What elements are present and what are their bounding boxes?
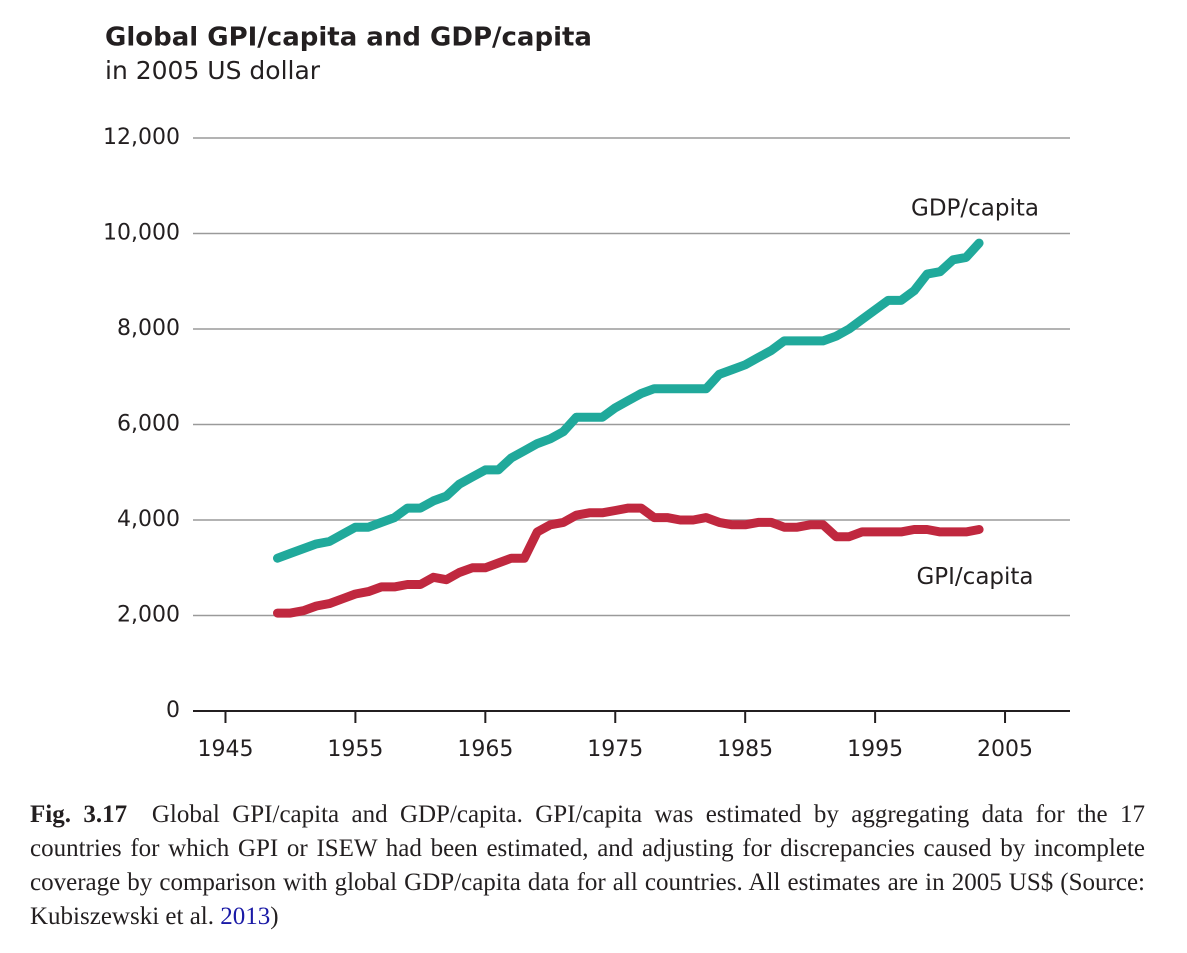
- caption: Fig. 3.17 Global GPI/capita and GDP/capi…: [30, 798, 1145, 934]
- x-tick-label: 1975: [587, 737, 643, 762]
- y-tick-label: 12,000: [103, 125, 180, 150]
- x-tick-label: 1955: [327, 737, 383, 762]
- data-line: [273, 238, 984, 563]
- y-tick-label: 4,000: [117, 507, 180, 532]
- y-tick-label: 2,000: [117, 603, 180, 628]
- y-tick-label: 6,000: [117, 412, 180, 437]
- y-tick-label: 8,000: [117, 316, 180, 341]
- x-tick-label: 1945: [197, 737, 253, 762]
- x-tick-label: 2005: [977, 737, 1033, 762]
- citation-link[interactable]: 2013: [220, 903, 271, 930]
- x-tick-label: 1965: [457, 737, 513, 762]
- caption-label: Fig. 3.17: [30, 801, 128, 828]
- chart: Global GPI/capita and GDP/capita in 2005…: [103, 23, 1070, 762]
- series-label: GPI/capita: [916, 564, 1033, 590]
- caption-text: Global GPI/capita and GDP/capita. GPI/ca…: [30, 801, 1145, 930]
- caption-closing: ): [270, 903, 279, 930]
- chart-subtitle: in 2005 US dollar: [105, 56, 321, 85]
- chart-title: Global GPI/capita and GDP/capita: [105, 23, 592, 53]
- x-tick-label: 1985: [717, 737, 773, 762]
- y-tick-label: 0: [166, 698, 180, 723]
- series-label: GDP/capita: [911, 196, 1039, 222]
- data-line: [273, 503, 984, 618]
- y-tick-label: 10,000: [103, 221, 180, 246]
- x-tick-label: 1995: [847, 737, 903, 762]
